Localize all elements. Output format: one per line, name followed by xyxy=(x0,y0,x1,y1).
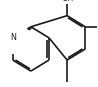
Text: N: N xyxy=(10,33,16,42)
Text: OH: OH xyxy=(61,0,73,3)
